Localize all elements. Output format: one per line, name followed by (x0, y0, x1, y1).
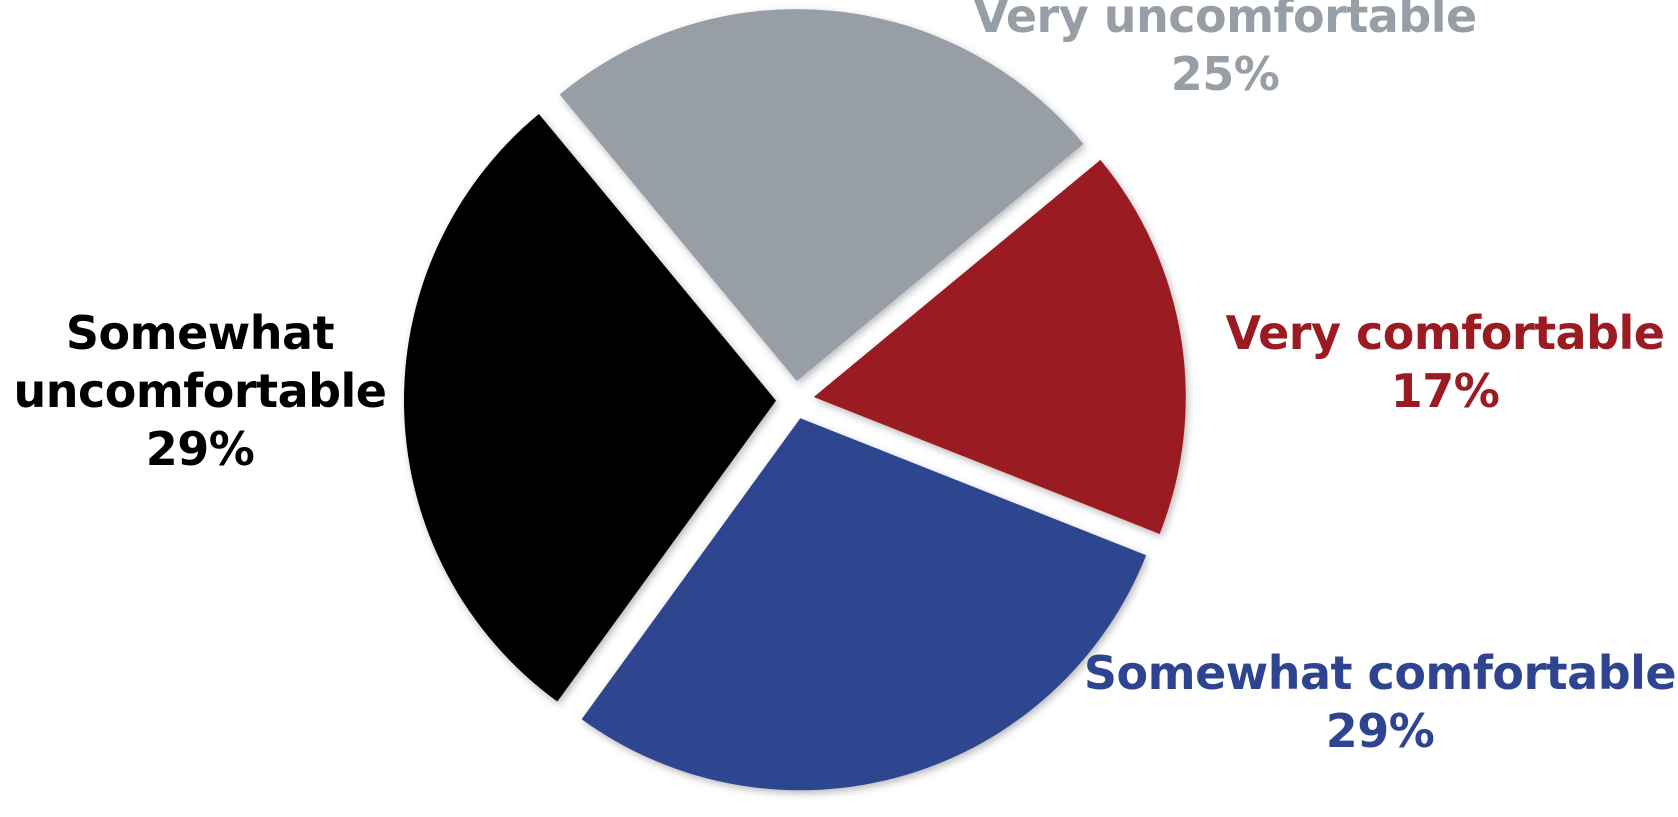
pie-slice-somewhat-uncomfortable (404, 113, 777, 702)
pie-label-percent: 29% (1326, 704, 1435, 758)
pie-label-category: Very uncomfortable (973, 0, 1477, 43)
pie-label-category: Very comfortable (1226, 306, 1665, 360)
pie-slice-somewhat-comfortable (581, 418, 1147, 791)
pie-label-category: uncomfortable (13, 364, 386, 418)
pie-label-percent: 25% (1171, 47, 1280, 101)
pie-label-percent: 29% (146, 422, 255, 476)
pie-label-category: Somewhat comfortable (1084, 646, 1676, 700)
pie-slice-very-comfortable (813, 159, 1186, 534)
pie-label-very-comfortable: Very comfortable 17% (1226, 306, 1665, 418)
pie-label-somewhat-uncomfortable: Somewhat uncomfortable 29% (13, 306, 386, 476)
pie-label-somewhat-comfortable: Somewhat comfortable 29% (1084, 646, 1676, 758)
pie-label-category: Somewhat (66, 306, 334, 360)
pie-slice-very-uncomfortable (559, 9, 1084, 382)
pie-slices (404, 9, 1186, 791)
pie-labels: Very comfortable 17%Somewhat comfortable 2… (13, 0, 1676, 758)
pie-label-very-uncomfortable: Very uncomfortable 25% (973, 0, 1477, 101)
pie-label-percent: 17% (1391, 364, 1500, 418)
